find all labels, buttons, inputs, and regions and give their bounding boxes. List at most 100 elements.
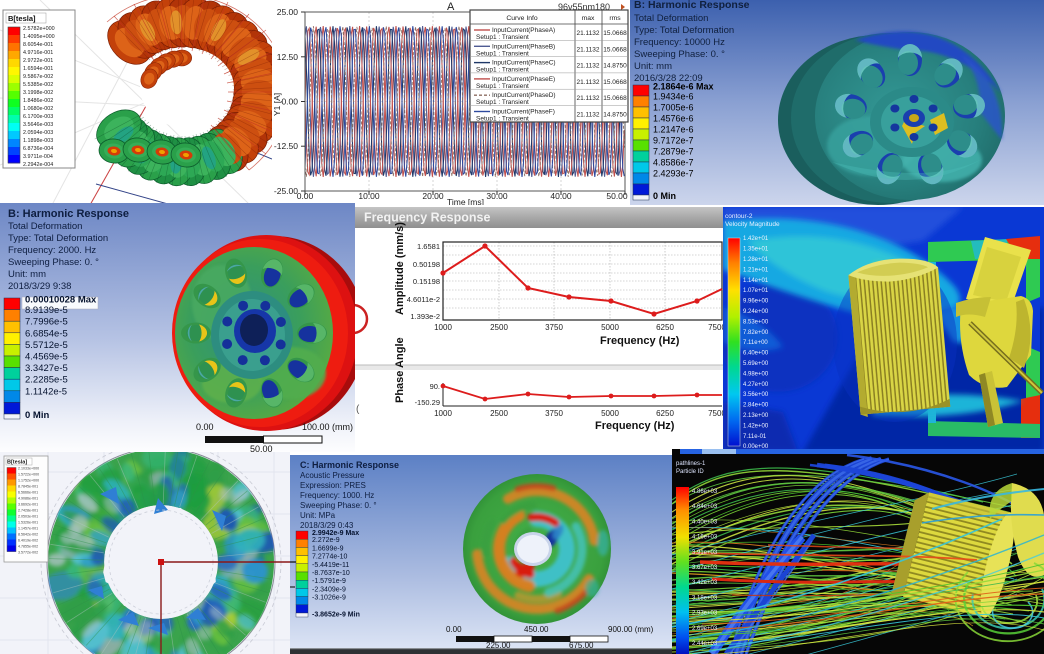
- svg-text:-3.8652e-9 Min: -3.8652e-9 Min: [312, 612, 360, 619]
- svg-text:2.84e+00: 2.84e+00: [743, 403, 769, 409]
- svg-text:7.7996e-5: 7.7996e-5: [25, 317, 68, 328]
- svg-text:-150.29: -150.29: [415, 398, 440, 407]
- svg-text:12.50: 12.50: [277, 52, 299, 62]
- svg-text:8.5642e-002: 8.5642e-002: [18, 533, 38, 537]
- svg-text:Unit: mm: Unit: mm: [8, 269, 46, 280]
- svg-text:Setup1 : Transient: Setup1 : Transient: [476, 99, 529, 106]
- svg-text:InputCurrent(PhaseB): InputCurrent(PhaseB): [492, 43, 555, 50]
- svg-text:0 Min: 0 Min: [25, 410, 49, 421]
- svg-text:675.00: 675.00: [569, 641, 594, 650]
- svg-text:0.50198: 0.50198: [413, 260, 440, 269]
- svg-text:Frequency (Hz): Frequency (Hz): [600, 335, 680, 347]
- svg-text:1.6581: 1.6581: [417, 242, 440, 251]
- svg-text:9.24e+00: 9.24e+00: [743, 309, 769, 315]
- svg-text:-8.7637e-10: -8.7637e-10: [312, 570, 350, 577]
- svg-text:3.56e+00: 3.56e+00: [743, 392, 769, 398]
- svg-text:pathlines-1: pathlines-1: [676, 461, 706, 467]
- svg-text:21.1132: 21.1132: [576, 46, 599, 53]
- svg-text:1.8486e-002: 1.8486e-002: [23, 98, 53, 104]
- svg-text:15.0668: 15.0668: [603, 95, 627, 102]
- svg-text:0 Min: 0 Min: [653, 191, 676, 201]
- svg-text:21.1132: 21.1132: [576, 112, 599, 119]
- svg-text:3.5772e-002: 3.5772e-002: [18, 551, 38, 555]
- svg-text:1.1457e-001: 1.1457e-001: [18, 527, 38, 531]
- svg-text:Frequency: 10000 Hz: Frequency: 10000 Hz: [634, 37, 725, 48]
- svg-text:Setup1 : Transient: Setup1 : Transient: [476, 67, 529, 74]
- svg-text:21.1132: 21.1132: [576, 30, 599, 37]
- svg-text:40.00: 40.00: [550, 191, 572, 201]
- svg-text:5000: 5000: [601, 323, 619, 332]
- svg-text:C: Harmonic Response: C: Harmonic Response: [300, 460, 399, 470]
- svg-text:1.1752e+000: 1.1752e+000: [18, 479, 39, 483]
- svg-text:3.5646e-003: 3.5646e-003: [23, 122, 53, 128]
- svg-text:900.00 (mm): 900.00 (mm): [608, 625, 654, 634]
- svg-text:B: Harmonic Response: B: Harmonic Response: [634, 0, 750, 11]
- svg-text:3.1998e-002: 3.1998e-002: [23, 90, 53, 96]
- svg-text:1.393e-2: 1.393e-2: [410, 312, 440, 321]
- svg-text:3.18e+03: 3.18e+03: [692, 595, 718, 601]
- svg-text:5000: 5000: [601, 409, 619, 418]
- svg-text:2.7428e-001: 2.7428e-001: [18, 509, 38, 513]
- svg-text:4.98e+00: 4.98e+00: [743, 371, 769, 377]
- svg-text:7.11e+00: 7.11e+00: [743, 340, 768, 346]
- svg-text:InputCurrent(PhaseA): InputCurrent(PhaseA): [492, 27, 555, 34]
- svg-text:Total Deformation: Total Deformation: [8, 221, 82, 232]
- svg-text:2.1864e-6 Max: 2.1864e-6 Max: [653, 82, 714, 92]
- svg-text:contour-2: contour-2: [725, 213, 753, 220]
- svg-text:0.00: 0.00: [281, 97, 298, 107]
- svg-text:1000: 1000: [434, 409, 452, 418]
- svg-text:3.3427e-5: 3.3427e-5: [25, 363, 68, 374]
- svg-text:0.15198: 0.15198: [413, 277, 440, 286]
- svg-text:9.7172e-7: 9.7172e-7: [653, 136, 694, 146]
- svg-text:2.93e+03: 2.93e+03: [692, 611, 718, 617]
- svg-text:1.5722e+000: 1.5722e+000: [18, 473, 39, 477]
- svg-text:2.5782e+000: 2.5782e+000: [23, 26, 55, 32]
- svg-text:B: Harmonic Response: B: Harmonic Response: [8, 208, 129, 220]
- svg-text:9.5867e-002: 9.5867e-002: [23, 74, 53, 80]
- svg-text:Frequency: 1000. Hz: Frequency: 1000. Hz: [300, 491, 374, 500]
- svg-text:8.6054e-001: 8.6054e-001: [23, 42, 53, 48]
- svg-text:Acoustic Pressure: Acoustic Pressure: [300, 471, 365, 480]
- svg-text:0.00: 0.00: [196, 422, 214, 432]
- svg-text:2.272e-9: 2.272e-9: [312, 537, 340, 544]
- svg-text:15.0668: 15.0668: [603, 30, 627, 37]
- svg-text:2500: 2500: [490, 409, 508, 418]
- svg-text:Amplitude (mm/s): Amplitude (mm/s): [394, 222, 406, 315]
- svg-text:InputCurrent(PhaseF): InputCurrent(PhaseF): [492, 109, 555, 116]
- svg-text:15.0668: 15.0668: [603, 79, 627, 86]
- svg-text:1.35e+01: 1.35e+01: [743, 247, 769, 253]
- svg-text:10.00: 10.00: [358, 191, 380, 201]
- svg-text:2.9942e-9 Max: 2.9942e-9 Max: [312, 530, 359, 537]
- svg-text:4.7855e-002: 4.7855e-002: [18, 545, 38, 549]
- svg-text:7.2879e-7: 7.2879e-7: [653, 147, 694, 157]
- svg-text:1.28e+01: 1.28e+01: [743, 257, 769, 263]
- svg-text:2500: 2500: [490, 323, 508, 332]
- svg-text:7.11e-01: 7.11e-01: [743, 434, 767, 440]
- svg-text:5.5712e-5: 5.5712e-5: [25, 340, 68, 351]
- svg-text:Type: Total Deformation: Type: Total Deformation: [634, 25, 734, 36]
- svg-text:1.6699e-9: 1.6699e-9: [312, 545, 344, 552]
- svg-text:21.1132: 21.1132: [576, 95, 599, 102]
- svg-text:50.00: 50.00: [250, 444, 273, 452]
- svg-text:6.5666e-001: 6.5666e-001: [18, 491, 38, 495]
- svg-text:1.14e+01: 1.14e+01: [743, 278, 769, 284]
- svg-text:-2.3409e-9: -2.3409e-9: [312, 586, 346, 593]
- svg-text:-12.50: -12.50: [274, 141, 298, 151]
- svg-text:21.1132: 21.1132: [576, 63, 599, 70]
- svg-text:14.8750: 14.8750: [603, 112, 627, 119]
- svg-text:96v55nm180: 96v55nm180: [558, 2, 610, 12]
- svg-text:2.1033e+000: 2.1033e+000: [18, 467, 39, 471]
- svg-text:4.64e+03: 4.64e+03: [692, 504, 718, 510]
- svg-text:(: (: [356, 404, 360, 415]
- svg-text:2016/3/28 22:09: 2016/3/28 22:09: [634, 73, 703, 84]
- svg-text:0.00: 0.00: [446, 625, 462, 634]
- svg-text:4.40e+03: 4.40e+03: [692, 519, 718, 525]
- svg-text:A: A: [447, 1, 455, 13]
- svg-text:2.2942e-004: 2.2942e-004: [23, 162, 53, 168]
- svg-text:-1.5791e-9: -1.5791e-9: [312, 578, 346, 585]
- svg-text:1.5326e-001: 1.5326e-001: [18, 521, 38, 525]
- svg-text:1.2147e-6: 1.2147e-6: [653, 125, 694, 135]
- svg-text:Time [ms]: Time [ms]: [447, 197, 484, 205]
- svg-text:1.1898e-003: 1.1898e-003: [23, 138, 53, 144]
- svg-text:2.9722e-001: 2.9722e-001: [23, 58, 53, 64]
